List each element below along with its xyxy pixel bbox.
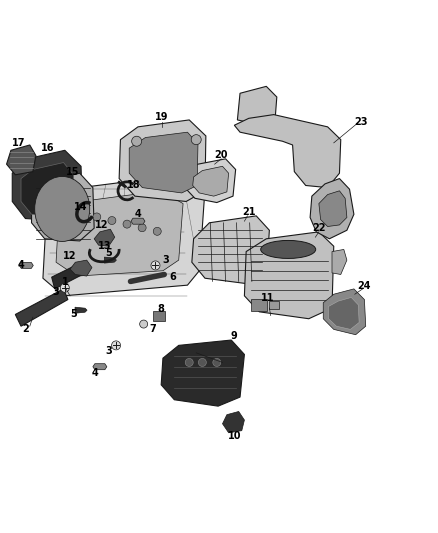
Text: 15: 15 xyxy=(66,167,79,176)
Text: 19: 19 xyxy=(155,112,169,122)
Text: 6: 6 xyxy=(170,272,177,282)
Text: 3: 3 xyxy=(53,287,60,297)
Text: 3: 3 xyxy=(105,346,112,356)
Polygon shape xyxy=(94,229,115,246)
Polygon shape xyxy=(52,261,88,289)
Text: 21: 21 xyxy=(242,207,255,217)
Polygon shape xyxy=(43,175,205,296)
Polygon shape xyxy=(244,232,334,319)
Polygon shape xyxy=(93,364,107,370)
Text: 3: 3 xyxy=(162,255,169,265)
Polygon shape xyxy=(332,249,347,274)
Ellipse shape xyxy=(261,240,316,259)
Polygon shape xyxy=(185,159,236,203)
Polygon shape xyxy=(237,86,277,125)
Polygon shape xyxy=(223,411,244,433)
Ellipse shape xyxy=(35,176,90,241)
Text: 18: 18 xyxy=(127,181,141,190)
Polygon shape xyxy=(129,132,198,193)
Text: 16: 16 xyxy=(41,143,54,153)
Polygon shape xyxy=(32,173,94,241)
Circle shape xyxy=(213,358,221,367)
Polygon shape xyxy=(328,297,359,329)
Text: 5: 5 xyxy=(70,310,77,319)
Text: 11: 11 xyxy=(261,294,275,303)
Bar xyxy=(152,311,165,320)
Text: 8: 8 xyxy=(158,304,165,314)
Text: 9: 9 xyxy=(231,331,238,341)
Text: 24: 24 xyxy=(357,281,370,290)
Bar xyxy=(251,299,267,311)
Circle shape xyxy=(191,135,201,144)
Text: 14: 14 xyxy=(74,202,88,212)
Text: 10: 10 xyxy=(228,431,241,441)
Text: 5: 5 xyxy=(105,248,112,258)
Text: 1: 1 xyxy=(61,278,68,287)
Polygon shape xyxy=(234,115,341,188)
Text: 23: 23 xyxy=(355,117,368,126)
Polygon shape xyxy=(161,340,244,406)
Polygon shape xyxy=(193,166,229,196)
Circle shape xyxy=(138,224,146,232)
Text: 20: 20 xyxy=(215,150,228,159)
Text: 4: 4 xyxy=(18,261,25,270)
Polygon shape xyxy=(319,191,347,227)
Polygon shape xyxy=(323,289,366,335)
Circle shape xyxy=(93,213,101,221)
Polygon shape xyxy=(104,257,117,263)
Text: 17: 17 xyxy=(12,138,25,148)
Circle shape xyxy=(151,261,160,270)
Text: 22: 22 xyxy=(312,223,325,233)
Bar xyxy=(269,301,279,309)
Polygon shape xyxy=(56,191,183,276)
Text: 4: 4 xyxy=(92,368,99,378)
Circle shape xyxy=(123,220,131,228)
Circle shape xyxy=(153,227,161,236)
Text: 12: 12 xyxy=(95,220,108,230)
Circle shape xyxy=(198,358,206,367)
Circle shape xyxy=(185,358,193,367)
Polygon shape xyxy=(131,218,145,224)
Polygon shape xyxy=(192,216,269,284)
Text: 13: 13 xyxy=(98,241,111,251)
Polygon shape xyxy=(310,179,354,239)
Polygon shape xyxy=(15,289,68,326)
Polygon shape xyxy=(12,150,82,221)
Circle shape xyxy=(108,216,116,224)
Polygon shape xyxy=(119,120,206,201)
Polygon shape xyxy=(70,260,92,276)
Polygon shape xyxy=(19,262,33,269)
Circle shape xyxy=(132,136,141,146)
Circle shape xyxy=(112,341,120,350)
Polygon shape xyxy=(21,163,74,216)
Text: 2: 2 xyxy=(22,325,29,334)
Circle shape xyxy=(60,284,69,292)
Text: 12: 12 xyxy=(63,251,76,261)
Polygon shape xyxy=(7,145,36,175)
Polygon shape xyxy=(75,307,87,313)
Circle shape xyxy=(140,320,148,328)
Text: 7: 7 xyxy=(149,325,156,334)
Text: 4: 4 xyxy=(134,209,141,219)
